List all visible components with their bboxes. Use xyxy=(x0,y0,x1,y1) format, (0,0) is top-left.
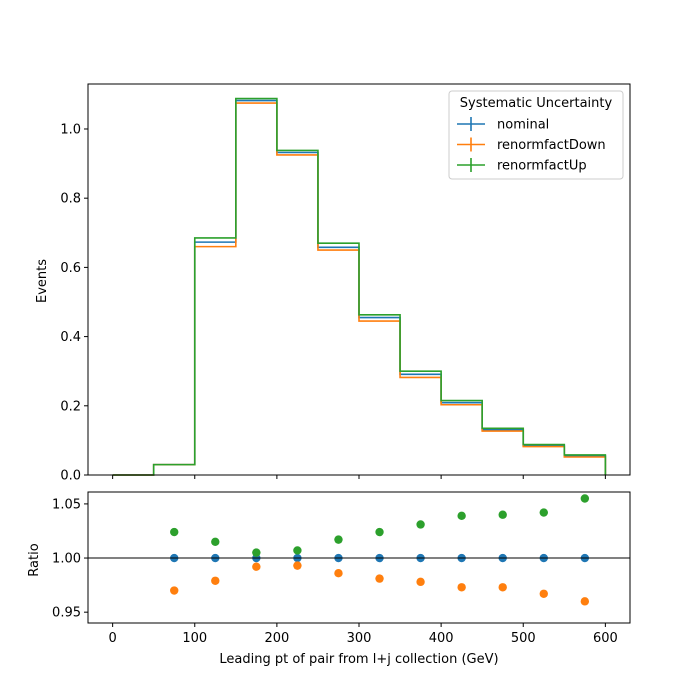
ratio-point-renormfactDown xyxy=(580,597,590,606)
ratio-point-renormfactDown xyxy=(457,583,466,592)
main-x-ticks xyxy=(112,475,606,479)
main-panel: 0.0 0.2 0.4 0.6 0.8 1.0 Events Systematic Unc… xyxy=(35,83,631,484)
series-renormfactUp xyxy=(112,97,607,476)
legend-frame xyxy=(448,90,624,180)
ratio-point-renormfactDown xyxy=(375,574,384,583)
x-tick-label: 500 xyxy=(511,631,536,646)
legend-label: nominal xyxy=(497,118,549,133)
ratio-axes-frame xyxy=(87,491,631,624)
ratio-point-renormfactUp xyxy=(539,508,548,517)
ratio-y-tick-label: 1.00 xyxy=(52,552,81,567)
ratio-point-renormfactDown xyxy=(416,577,425,587)
ratio-point-renormfactDown xyxy=(293,561,302,570)
ratio-point-renormfactUp xyxy=(170,527,179,537)
legend-entry-renormfactDown: renormfactDown xyxy=(457,137,606,153)
legend: Systematic Uncertainty nominal renormfact… xyxy=(448,90,624,180)
ratio-point-renormfactUp xyxy=(457,511,466,521)
legend-entry-nominal: nominal xyxy=(457,117,549,133)
histogram-step-renormfactUp xyxy=(112,97,607,476)
ratio-series-renormfactUp xyxy=(170,494,590,557)
main-y-tick-label: 0.8 xyxy=(60,192,81,207)
ratio-point-renormfactDown xyxy=(252,562,261,571)
legend-entries: nominal renormfactDown renormfactUp xyxy=(457,117,606,174)
legend-label: renormfactUp xyxy=(497,159,587,174)
main-y-tick-label: 0.4 xyxy=(60,330,81,345)
ratio-point-renormfactDown xyxy=(211,576,220,585)
main-y-tick-label: 0.2 xyxy=(60,399,81,414)
ratio-point-renormfactDown xyxy=(170,586,179,595)
main-y-tick-label: 0.0 xyxy=(60,469,81,484)
x-axis-label: Leading pt of pair from l+j collection (… xyxy=(219,652,498,667)
ratio-point-renormfactUp xyxy=(334,535,343,544)
ratio-point-renormfactDown xyxy=(498,583,507,592)
ratio-point-renormfactDown xyxy=(334,568,343,578)
ratio-point-renormfactUp xyxy=(211,537,220,547)
ratio-point-renormfactUp xyxy=(252,548,261,557)
x-tick-label: 200 xyxy=(264,631,289,646)
x-tick-label: 600 xyxy=(593,631,618,646)
ratio-point-renormfactUp xyxy=(498,510,507,519)
main-y-ticks: 0.0 0.2 0.4 0.6 0.8 1.0 xyxy=(60,122,88,484)
main-y-axis-label: Events xyxy=(35,259,50,303)
ratio-y-tick-label: 1.05 xyxy=(52,497,81,512)
legend-title: Systematic Uncertainty xyxy=(460,96,613,111)
ratio-y-tick-label: 0.95 xyxy=(52,606,81,621)
ratio-point-renormfactUp xyxy=(416,520,425,529)
ratio-point-renormfactUp xyxy=(580,494,590,503)
ratio-point-renormfactUp xyxy=(293,546,302,555)
ratio-points xyxy=(170,494,590,606)
x-tick-label: 300 xyxy=(347,631,372,646)
x-tick-label: 400 xyxy=(429,631,454,646)
x-tick-label: 100 xyxy=(182,631,207,646)
main-y-tick-label: 1.0 xyxy=(60,122,81,137)
ratio-x-ticks: 0 100 200 300 400 500 600 xyxy=(108,623,618,646)
ratio-panel: 0.95 1.00 1.05 0 100 200 300 400 500 600 Ratio L… xyxy=(27,491,631,667)
ratio-point-renormfactUp xyxy=(375,527,384,537)
legend-entry-renormfactUp: renormfactUp xyxy=(457,158,587,174)
main-y-tick-label: 0.6 xyxy=(60,261,81,276)
x-tick-label: 0 xyxy=(108,631,116,646)
legend-label: renormfactDown xyxy=(497,138,606,153)
main-histogram-lines xyxy=(112,97,607,476)
ratio-series-renormfactDown xyxy=(170,561,590,606)
ratio-point-renormfactDown xyxy=(539,589,548,598)
ratio-y-ticks: 0.95 1.00 1.05 xyxy=(52,497,88,621)
ratio-y-axis-label: Ratio xyxy=(27,543,42,576)
